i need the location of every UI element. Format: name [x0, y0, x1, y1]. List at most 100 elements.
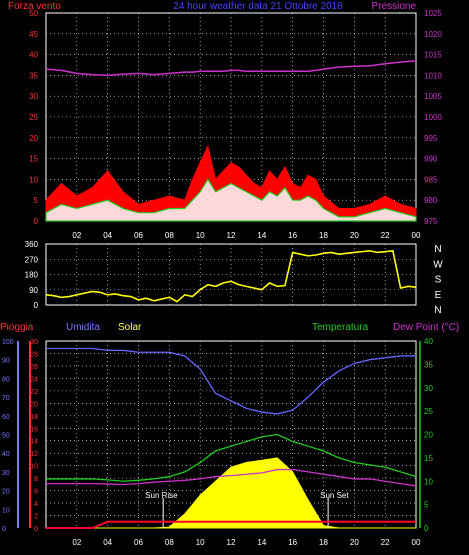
humidity-tick-label: 30 [2, 470, 10, 477]
wind-x-tick-label: 10 [196, 231, 205, 240]
wind-direction-line [45, 249, 417, 303]
rain-tick-label: 20 [30, 401, 38, 408]
wind-tick-label: 45 [29, 30, 38, 39]
rain-tick-label: 6 [34, 489, 38, 496]
temperature-tick-label: 10 [424, 477, 433, 486]
wind-tick-label: 40 [29, 51, 38, 60]
wind-tick-label: 35 [29, 71, 38, 80]
humidity-tick-label: 50 [2, 433, 10, 440]
weather-x-tick-label: 22 [381, 538, 390, 547]
rain-tick-label: 28 [30, 351, 38, 358]
temperature-tick-label: 25 [424, 407, 433, 416]
rain-line [46, 520, 416, 529]
wind-average-area [45, 178, 417, 222]
weather-x-tick-label: 16 [288, 538, 297, 547]
cardinal-label: S [435, 275, 442, 286]
humidity-line [46, 347, 416, 415]
cardinal-label: N [434, 305, 441, 316]
weather-x-tick-label: 08 [165, 538, 174, 547]
pressure-axis-title: Pressione [372, 1, 417, 12]
weather-x-tick-label: 00 [412, 538, 421, 547]
pressure-tick-label: 1020 [424, 30, 442, 39]
temperature-tick-label: 30 [424, 384, 433, 393]
weather-x-tick-label: 14 [257, 538, 266, 547]
temperature-tick-label: 5 [424, 501, 429, 510]
dewpoint-legend-label: Dew Point (°C) [393, 322, 459, 333]
temperature-tick-label: 0 [424, 524, 429, 533]
wind-tick-label: 30 [29, 92, 38, 101]
pressure-tick-label: 975 [424, 217, 438, 226]
direction-tick-label: 90 [29, 286, 38, 295]
direction-tick-label: 180 [25, 271, 39, 280]
sunset-label: Sun Set [320, 491, 349, 500]
rain-tick-label: 4 [34, 501, 38, 508]
pressure-tick-label: 1005 [424, 92, 442, 101]
direction-tick-label: 360 [25, 240, 39, 249]
direction-tick-label: 0 [34, 301, 39, 310]
temperature-line [46, 433, 417, 482]
rain-tick-label: 30 [30, 339, 38, 346]
chart-title: 24 hour weather data 21 Ottobre 2018 [173, 1, 343, 12]
wind-tick-label: 20 [29, 134, 38, 143]
rain-tick-label: 24 [30, 376, 38, 383]
humidity-tick-label: 60 [2, 414, 10, 421]
wind-axis-title: Forza vento [8, 1, 61, 12]
rain-tick-label: 0 [34, 526, 38, 533]
humidity-tick-label: 80 [2, 376, 10, 383]
pressure-tick-label: 985 [424, 175, 438, 184]
rain-tick-label: 10 [30, 464, 38, 471]
weather-x-tick-label: 02 [72, 538, 81, 547]
rain-tick-label: 2 [34, 514, 38, 521]
pressure-tick-label: 990 [424, 155, 438, 164]
humidity-tick-label: 10 [2, 507, 10, 514]
weather-x-tick-label: 10 [196, 538, 205, 547]
direction-tick-label: 270 [25, 255, 39, 264]
rain-tick-label: 14 [30, 439, 38, 446]
wind-tick-label: 5 [34, 196, 39, 205]
humidity-tick-label: 90 [2, 358, 10, 365]
wind-x-tick-label: 04 [103, 231, 112, 240]
humidity-tick-label: 70 [2, 395, 10, 402]
pressure-tick-label: 980 [424, 196, 438, 205]
temperature-tick-label: 40 [424, 337, 433, 346]
humidity-legend-label: Umidita [66, 322, 100, 333]
solar-legend-label: Solar [118, 322, 142, 333]
pressure-tick-label: 1015 [424, 51, 442, 60]
wind-x-tick-label: 22 [381, 231, 390, 240]
wind-tick-label: 0 [34, 217, 39, 226]
wind-x-tick-label: 06 [134, 231, 143, 240]
temperature-tick-label: 35 [424, 360, 433, 369]
wind-tick-label: 25 [29, 113, 38, 122]
dewpoint-line [46, 468, 417, 487]
temperature-tick-label: 20 [424, 431, 433, 440]
wind-tick-label: 10 [29, 175, 38, 184]
temperature-legend-label: Temperatura [312, 322, 369, 333]
wind-tick-label: 50 [29, 9, 38, 18]
solar-radiation-area [46, 457, 416, 529]
weather-x-tick-label: 04 [103, 538, 112, 547]
wind-x-tick-label: 14 [257, 231, 266, 240]
cardinal-label: E [435, 290, 442, 301]
rain-tick-label: 12 [30, 451, 38, 458]
weather-x-tick-label: 18 [319, 538, 328, 547]
wind-x-tick-label: 08 [165, 231, 174, 240]
cardinal-label: N [434, 244, 441, 255]
cardinal-label: W [433, 259, 443, 270]
rain-tick-label: 26 [30, 364, 38, 371]
humidity-tick-label: 100 [2, 339, 14, 346]
wind-x-tick-label: 20 [350, 231, 359, 240]
wind-x-tick-label: 16 [288, 231, 297, 240]
sunrise-label: Sun Rise [145, 491, 178, 500]
wind-x-tick-label: 00 [412, 231, 421, 240]
weather-x-tick-label: 20 [350, 538, 359, 547]
pressure-tick-label: 1000 [424, 113, 442, 122]
wind-x-tick-label: 02 [72, 231, 81, 240]
weather-x-tick-label: 06 [134, 538, 143, 547]
pressure-tick-label: 1010 [424, 71, 442, 80]
pressure-tick-label: 995 [424, 134, 438, 143]
rain-tick-label: 16 [30, 426, 38, 433]
wind-x-tick-label: 18 [319, 231, 328, 240]
rain-axis-title: Pioggia [0, 322, 34, 333]
